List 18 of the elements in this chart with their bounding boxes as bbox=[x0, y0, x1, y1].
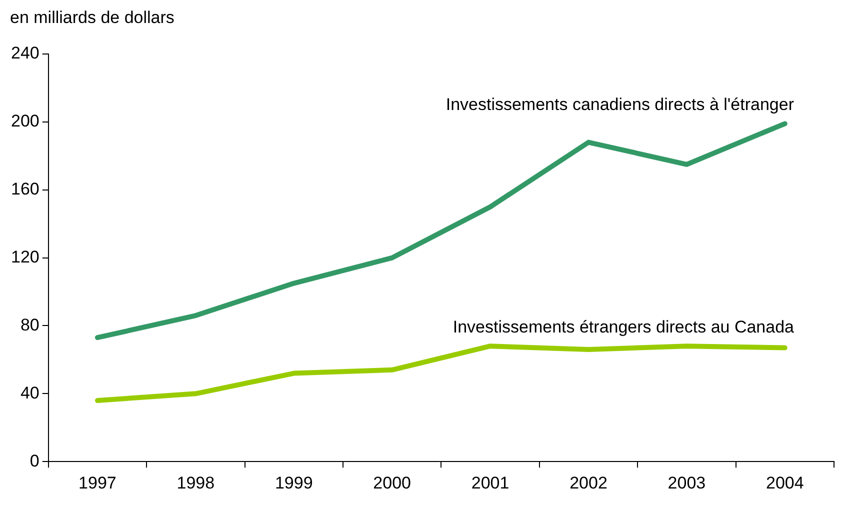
x-tick-label: 2003 bbox=[668, 473, 706, 492]
y-axis-title: en milliards de dollars bbox=[9, 8, 176, 29]
y-tick-label: 40 bbox=[20, 383, 40, 402]
y-tick-label: 160 bbox=[10, 180, 40, 199]
x-tick-label: 2004 bbox=[766, 473, 804, 492]
x-tick-label: 2001 bbox=[471, 473, 510, 492]
x-tick-label: 1998 bbox=[176, 473, 215, 492]
x-tick-label: 1999 bbox=[274, 473, 313, 492]
y-tick-label: 0 bbox=[30, 451, 40, 470]
series-label: Investissements canadiens directs à l'étranger bbox=[446, 94, 794, 114]
x-tick-label: 2000 bbox=[373, 473, 411, 492]
y-tick-label: 80 bbox=[20, 315, 40, 334]
x-tick-label: 1997 bbox=[78, 473, 116, 492]
y-tick-label: 240 bbox=[10, 44, 40, 63]
y-tick-label: 200 bbox=[10, 112, 40, 131]
x-tick-label: 2002 bbox=[570, 473, 608, 492]
series-label: Investissements étrangers directs au Canada bbox=[452, 317, 795, 336]
y-tick-label: 120 bbox=[10, 247, 40, 266]
